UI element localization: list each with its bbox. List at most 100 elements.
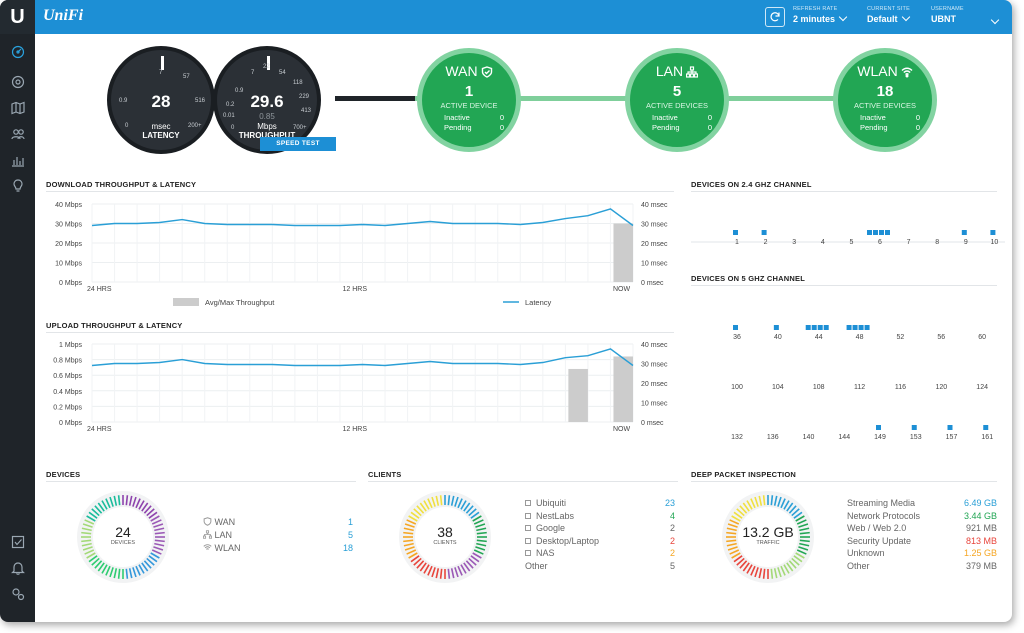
channel-device-square[interactable] — [846, 325, 852, 330]
channel-device-square[interactable] — [761, 230, 767, 235]
channel-device-square[interactable] — [911, 425, 917, 430]
map-icon[interactable] — [0, 96, 35, 120]
ring-tick — [81, 527, 92, 532]
refresh-rate-select[interactable]: REFRESH RATE 2 minutes — [793, 6, 848, 24]
download-chart[interactable]: 40 Mbps 30 Mbps 20 Mbps 10 Mbps 0 Mbps 40 mse… — [35, 194, 675, 319]
clients-ring[interactable] — [397, 489, 493, 585]
x-tick-label: NOW — [613, 426, 631, 433]
channel-device-square[interactable] — [867, 230, 872, 235]
ring-tick — [795, 515, 805, 522]
channel-device-square[interactable] — [873, 230, 878, 235]
clients-item[interactable]: Desktop/Laptop 2 — [525, 536, 675, 546]
devices-item-wlan[interactable]: WLAN 18 — [203, 543, 353, 553]
clients-item[interactable]: NestLabs 4 — [525, 511, 675, 521]
divider — [691, 191, 997, 192]
ring-tick — [408, 515, 418, 522]
channels-24-chart[interactable]: 1234567891011 — [685, 194, 1005, 254]
channel-device-square[interactable] — [885, 230, 890, 235]
dpi-item[interactable]: Unknown 1.25 GB — [847, 548, 997, 558]
clients-item[interactable]: NAS 2 — [525, 548, 675, 558]
ring-tick — [82, 546, 93, 551]
refresh-button[interactable] — [765, 7, 785, 27]
divider — [46, 191, 674, 192]
y2-tick-label: 30 msec — [641, 362, 668, 369]
dpi-item[interactable]: Network Protocols 3.44 GB — [847, 511, 997, 521]
ring-tick — [141, 502, 149, 512]
ubiquiti-logo[interactable]: U — [0, 0, 35, 34]
dpi-item[interactable]: Web / Web 2.0 921 MB — [847, 523, 997, 533]
wifi-icon — [203, 544, 212, 550]
channel-device-square[interactable] — [947, 425, 953, 430]
ring-tick — [475, 523, 486, 528]
speed-test-button[interactable]: SPEED TEST — [260, 137, 336, 151]
devices-ring[interactable] — [75, 489, 171, 585]
ring-tick — [81, 539, 92, 543]
gauge-tick: 413 — [301, 108, 312, 114]
y2-tick-label: 0 msec — [641, 420, 664, 427]
devices-icon[interactable] — [0, 70, 35, 94]
settings-icon[interactable] — [0, 582, 35, 606]
channel-device-square[interactable] — [733, 325, 738, 330]
channel-device-square[interactable] — [852, 325, 858, 330]
ring-tick — [154, 527, 165, 532]
channel-device-square[interactable] — [733, 230, 738, 235]
channel-device-square[interactable] — [805, 325, 811, 330]
shield-icon — [481, 66, 492, 79]
wlan-status-circle[interactable]: WLAN 18 ACTIVE DEVICES Inactive 0 Pending… — [833, 48, 937, 152]
dpi-ring[interactable] — [720, 489, 816, 585]
channel-label: 60 — [978, 334, 986, 341]
ring-tick — [742, 502, 750, 512]
clients-item[interactable]: Google 2 — [525, 523, 675, 533]
devices-item-lan[interactable]: LAN 5 — [202, 530, 353, 540]
channel-device-square[interactable] — [961, 230, 967, 235]
dashboard-icon[interactable] — [0, 40, 35, 64]
clients-item[interactable]: Ubiquiti 23 — [525, 498, 675, 508]
throughput-bar[interactable] — [613, 356, 633, 422]
latency-line[interactable] — [91, 208, 634, 227]
channel-device-square[interactable] — [864, 325, 870, 330]
upload-chart[interactable]: 1 Mbps 0.8 Mbps 0.6 Mbps 0.4 Mbps 0.2 Mbps 0 … — [35, 334, 675, 444]
devices-item-value: 5 — [347, 530, 353, 540]
channel-label: 161 — [981, 434, 993, 441]
ring-tick — [796, 549, 807, 555]
latency-gauge[interactable]: 7 57 0.9 516 0 200+ 28 msec LATENCY — [107, 46, 215, 154]
throughput-gauge[interactable]: 22 7 54 118 0.9 229 0.2 413 0.01 0 700+ … — [213, 46, 321, 154]
channels-5-chart[interactable]: 3640444852566064100104108112116120124128… — [685, 289, 1005, 449]
channel-device-square[interactable] — [858, 325, 864, 330]
latency-line[interactable] — [91, 348, 634, 367]
channel-device-square[interactable] — [817, 325, 823, 330]
ring-tick — [726, 527, 737, 532]
channel-label: 8 — [935, 239, 939, 246]
channel-device-square[interactable] — [811, 325, 817, 330]
clients-item[interactable]: Other 5 — [525, 561, 675, 571]
statistics-icon[interactable] — [0, 148, 35, 172]
channel-device-square[interactable] — [983, 425, 989, 430]
channel-device-square[interactable] — [773, 325, 779, 330]
ring-tick — [450, 495, 455, 506]
insights-icon[interactable] — [0, 174, 35, 198]
alerts-icon[interactable] — [0, 530, 35, 554]
dpi-item[interactable]: Streaming Media 6.49 GB — [847, 498, 997, 508]
lan-status-circle[interactable]: LAN 5 ACTIVE DEVICES Inactive 0 Pending 0 — [625, 48, 729, 152]
channel-device-square[interactable] — [879, 230, 884, 235]
app-window: U UniFi — [0, 0, 1012, 622]
gauge-tick: 7 — [251, 70, 255, 76]
wan-inactive-value: 0 — [499, 113, 504, 122]
y-tick-label: 20 Mbps — [55, 241, 82, 248]
username-menu[interactable]: USERNAME UBNT — [931, 6, 1000, 25]
current-site-select[interactable]: CURRENT SITE Default — [867, 6, 910, 24]
channel-device-square[interactable] — [990, 230, 996, 235]
throughput-bar[interactable] — [613, 223, 633, 283]
throughput-bar[interactable] — [568, 368, 588, 422]
channel-device-square[interactable] — [823, 325, 829, 330]
notifications-icon[interactable] — [0, 556, 35, 580]
wan-status-circle[interactable]: WAN 1 ACTIVE DEVICE Inactive 0 Pending 0 — [417, 48, 521, 152]
channel-device-square[interactable] — [876, 425, 881, 430]
ring-tick — [762, 568, 766, 579]
ring-tick — [750, 498, 756, 509]
dpi-item[interactable]: Other 379 MB — [847, 561, 997, 571]
clients-icon[interactable] — [0, 122, 35, 146]
gauge-tick: 0.01 — [223, 113, 235, 119]
devices-item-wan[interactable]: WAN 1 — [203, 517, 353, 527]
dpi-item[interactable]: Security Update 813 MB — [847, 536, 997, 546]
